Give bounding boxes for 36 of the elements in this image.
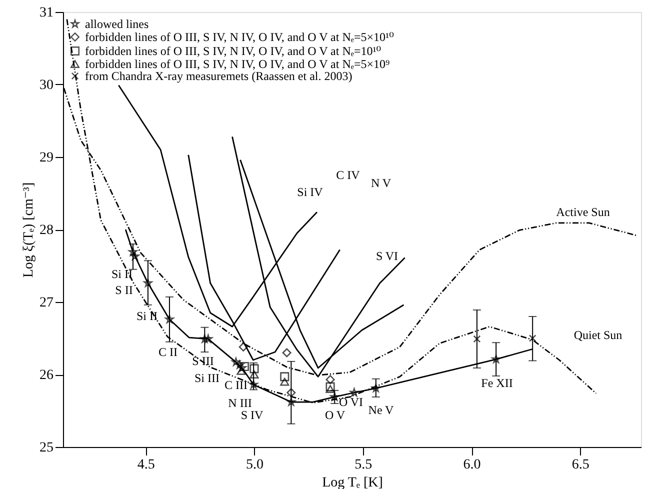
annotation: Si II [136, 309, 158, 323]
annotation: S III [192, 354, 214, 368]
annotation: S II [115, 283, 133, 297]
annotation: N V [370, 176, 392, 190]
legend-label: from Chandra X-ray measuremets (Raassen et al. 2003) [85, 69, 352, 83]
annotation: O VI [338, 395, 364, 409]
legend-label: forbidden lines of O III, S IV, N IV, O IV, and O V at Nₑ=5×10⁹ [85, 57, 390, 71]
x-tick-label: 6.0 [463, 458, 481, 472]
legend-label: allowed lines [85, 17, 149, 31]
annotation: O V [324, 408, 346, 422]
annotation: Si III [194, 371, 220, 385]
annotation: Quiet Sun [574, 328, 622, 342]
x-tick-label: 6.5 [572, 458, 590, 472]
annotation: C III [224, 378, 248, 392]
annotation: S VI [376, 249, 398, 263]
legend-label: forbidden lines of O III, S IV, N IV, O IV, and O V at Nₑ=5×10¹⁰ [85, 30, 394, 44]
annotation: Si IV [297, 185, 324, 199]
y-tick-label: 25 [40, 440, 54, 456]
y-tick-label: 26 [40, 368, 54, 383]
annotation: Ne V [368, 403, 394, 417]
y-tick-label: 31 [40, 6, 54, 20]
annotation: C II [158, 345, 178, 359]
annotation: Active Sun [556, 205, 610, 219]
annotation: Fe XII [481, 376, 513, 390]
x-tick-label: 4.5 [137, 458, 155, 472]
y-axis-title: Log ξ(Tₑ) [cm⁻³] [22, 182, 36, 278]
legend-label: forbidden lines of O III, S IV, N IV, O IV, and O V at Nₑ=10¹⁰ [85, 44, 382, 58]
annotation: S IV [240, 408, 264, 422]
x-tick-label: 5.0 [246, 458, 264, 472]
y-tick-label: 28 [40, 223, 54, 238]
annotation: C IV [336, 168, 360, 182]
x-tick-label: 5.5 [354, 458, 372, 472]
annotation: N III [228, 396, 252, 410]
y-tick-label: 30 [40, 78, 54, 93]
y-tick-label: 29 [40, 150, 54, 166]
y-tick-label: 27 [40, 296, 54, 310]
